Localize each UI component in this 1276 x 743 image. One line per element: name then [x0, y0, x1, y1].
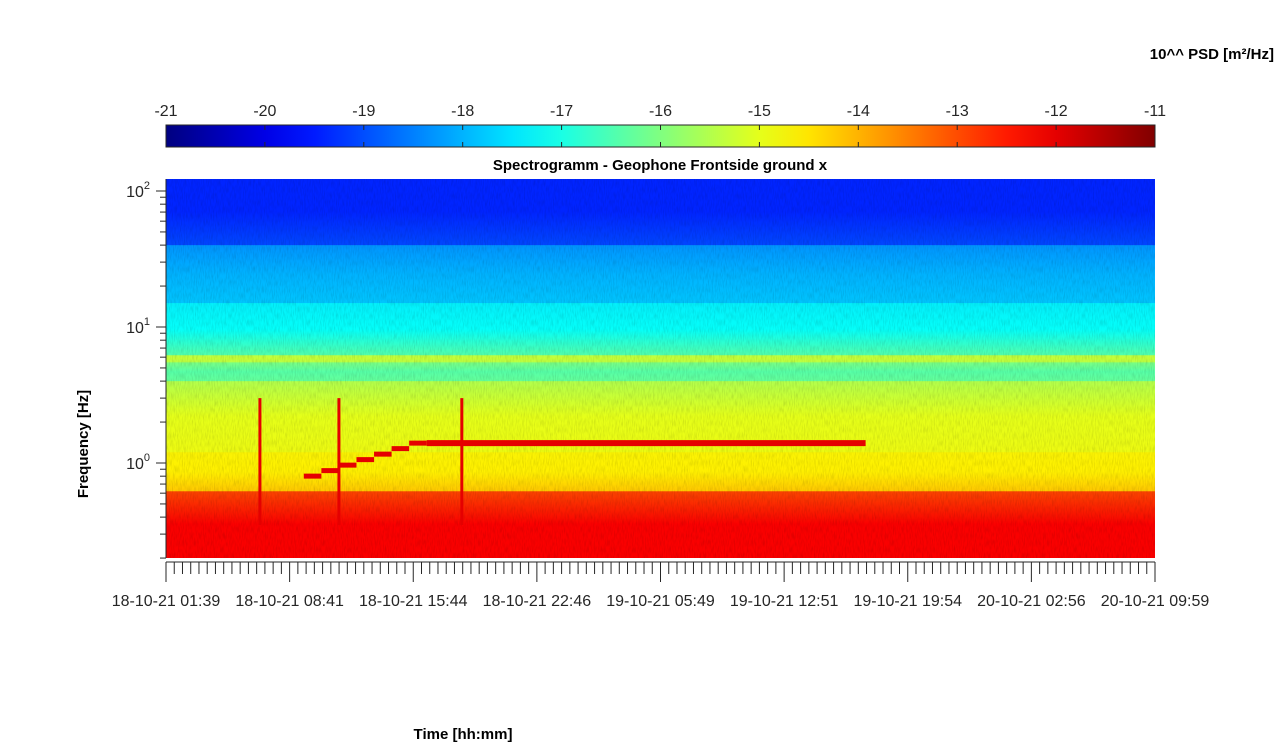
y-tick-label: 101 — [126, 316, 150, 337]
colorbar-tick-label: -15 — [748, 103, 771, 120]
y-tick-label: 100 — [126, 452, 150, 473]
spectrogram-plot-area — [166, 179, 1155, 558]
x-tick-label: 19-10-21 05:49 — [606, 593, 715, 610]
colorbar-tick-label: -21 — [154, 103, 177, 120]
colorbar-tick-label: -14 — [847, 103, 870, 120]
x-tick-label: 20-10-21 02:56 — [977, 593, 1086, 610]
colorbar-tick-label: -13 — [946, 103, 969, 120]
chart-title: Spectrogramm - Geophone Frontside ground… — [493, 157, 828, 174]
x-tick-label: 18-10-21 01:39 — [112, 593, 221, 610]
colorbar-tick-label: -18 — [451, 103, 474, 120]
colorbar-tick-label: -20 — [253, 103, 276, 120]
x-axis-label: Time [hh:mm] — [414, 726, 513, 743]
x-tick-label: 19-10-21 19:54 — [853, 593, 962, 610]
x-tick-label: 19-10-21 12:51 — [730, 593, 839, 610]
noise-texture — [166, 179, 1155, 558]
colorbar-ticks: -21 -20 -19 -18 -17 -16 -15 -14 -13 -12 -11 — [154, 103, 1166, 147]
spectral-features — [258, 398, 866, 526]
x-tick-label: 20-10-21 09:59 — [1101, 593, 1210, 610]
colorbar-tick-label: -17 — [550, 103, 573, 120]
y-axis: 100 101 102 — [126, 179, 167, 559]
x-tick-label: 18-10-21 22:46 — [483, 593, 592, 610]
x-tick-label: 18-10-21 08:41 — [235, 593, 344, 610]
x-tick-label: 18-10-21 15:44 — [359, 593, 468, 610]
y-axis-label: Frequency [Hz] — [75, 390, 92, 498]
colorbar-tick-label: -12 — [1045, 103, 1068, 120]
colorbar-tick-label: -11 — [1144, 103, 1166, 120]
colorbar: -21 -20 -19 -18 -17 -16 -15 -14 -13 -12 -11 — [154, 103, 1166, 148]
y-tick-label: 102 — [126, 180, 150, 201]
x-axis: 18-10-21 01:39 18-10-21 08:41 18-10-21 15:… — [112, 561, 1210, 610]
colorbar-title: 10^^ PSD [m²/Hz] — [1150, 46, 1274, 63]
colorbar-tick-label: -19 — [352, 103, 375, 120]
colorbar-tick-label: -16 — [649, 103, 672, 120]
